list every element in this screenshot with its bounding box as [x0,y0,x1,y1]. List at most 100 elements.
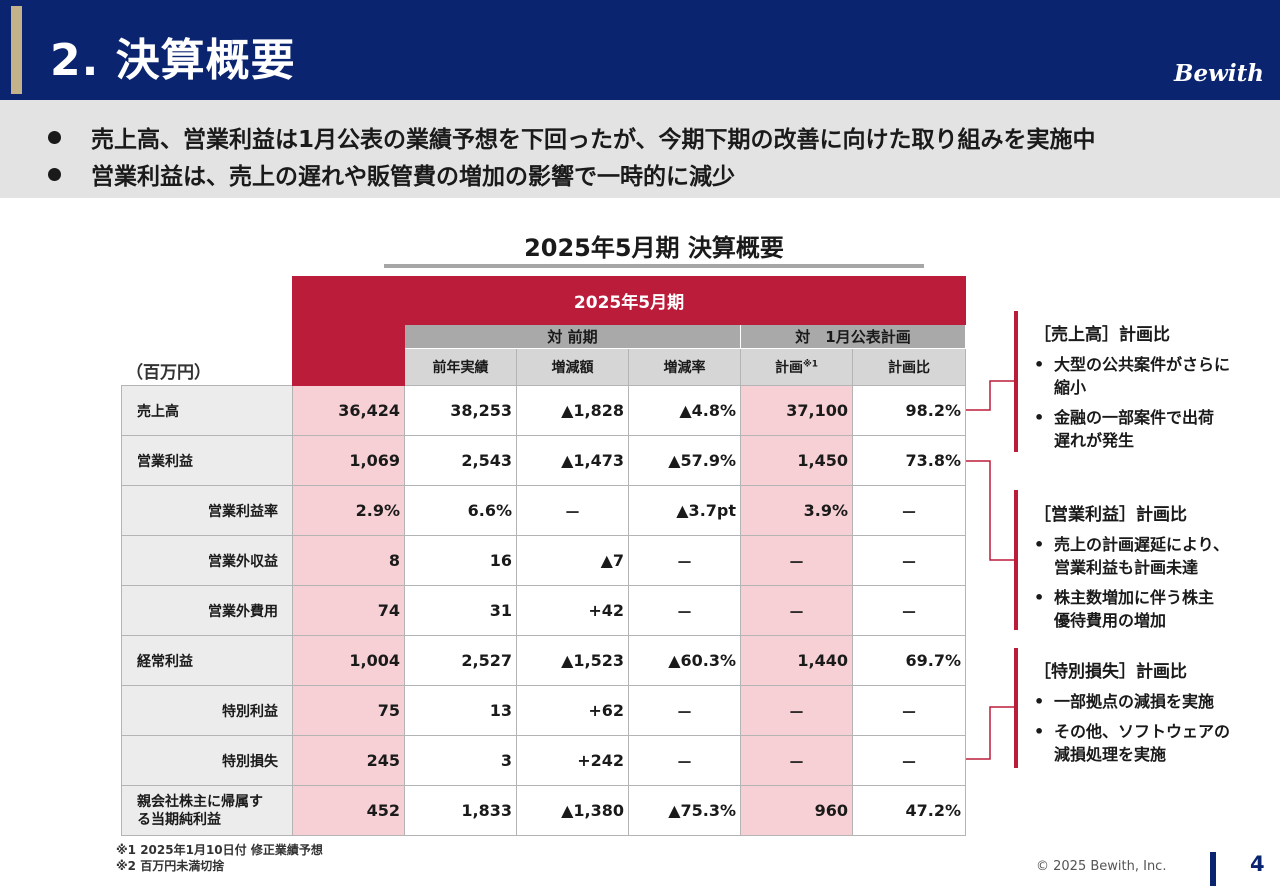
note-bullet: 一部拠点の減損を実施 [1034,690,1230,713]
page-title: 2. 決算概要 [50,35,296,86]
title-underline [384,264,924,268]
col-header-ratio: 計画比 [852,348,966,386]
group-header-plan: 対 1月公表計画 [740,324,966,349]
copyright: © 2025 Bewith, Inc. [1036,859,1167,874]
cell-actual: 1,004 [292,635,405,686]
row-label: 売上高 [121,385,293,436]
cell-rate: － [628,585,741,636]
col-header-rate: 増減率 [628,348,741,386]
cell-actual: 2.9% [292,485,405,536]
table-title: 2025年5月期 決算概要 [524,234,784,262]
cell-rate: ▲75.3% [628,785,741,836]
row-label: 営業外収益 [121,535,293,586]
results-table: 2025年5月期 対 前期 対 1月公表計画 前年実績 増減額 増減率 計画※1… [121,276,966,836]
cell-ratio: 69.7% [852,635,966,686]
cell-prev: 3 [404,735,517,786]
table-row: 経常利益 1,004 2,527 ▲1,523 ▲60.3% 1,440 69.… [121,635,966,686]
col-header-diff: 増減額 [516,348,629,386]
note-heading: ［売上高］計画比 [1034,325,1170,345]
blank-cell [122,349,293,386]
col-header-plan: 計画※1 [740,348,853,386]
cell-diff: ▲7 [516,535,629,586]
row-label: 特別利益 [121,685,293,736]
table-row: 営業外費用 74 31 +42 － － － [121,585,966,636]
row-label: 特別損失 [121,735,293,786]
summary-item: 売上高、営業利益は1月公表の業績予想を下回ったが、今期下期の改善に向けた取り組み… [48,120,1096,154]
col-header-prev: 前年実績 [404,348,517,386]
cell-actual: 245 [292,735,405,786]
cell-ratio: － [852,535,966,586]
table-row: 特別利益 75 13 +62 － － － [121,685,966,736]
note-bar-operating [1014,490,1018,630]
cell-actual: 452 [292,785,405,836]
cell-plan: 960 [740,785,853,836]
cell-plan: － [740,535,853,586]
cell-prev: 2,527 [404,635,517,686]
bullet-icon [48,131,61,144]
table-row: 営業利益率 2.9% 6.6% － ▲3.7pt 3.9% － [121,485,966,536]
cell-prev: 2,543 [404,435,517,486]
cell-diff: +42 [516,585,629,636]
note-bullet: 売上の計画遅延により、営業利益も計画未達 [1034,533,1229,579]
cell-actual: 36,424 [292,385,405,436]
company-logo: Bewith [1174,60,1264,87]
note-operating-profit: ［営業利益］計画比 売上の計画遅延により、営業利益も計画未達 株主数増加に伴う株… [1034,500,1229,632]
cell-ratio: － [852,485,966,536]
group-header-prev: 対 前期 [404,324,741,349]
row-label: 営業利益率 [121,485,293,536]
page-number: 4 [1250,852,1265,876]
cell-diff: ▲1,380 [516,785,629,836]
cell-prev: 38,253 [404,385,517,436]
cell-rate: － [628,535,741,586]
cell-prev: 1,833 [404,785,517,836]
cell-actual: 1,069 [292,435,405,486]
footnote: ※1 2025年1月10日付 修正業績予想 [116,843,323,857]
cell-plan: 37,100 [740,385,853,436]
cell-ratio: 98.2% [852,385,966,436]
header-bar: 2. 決算概要 Bewith [0,0,1280,100]
row-label: 営業利益 [121,435,293,486]
cell-plan: － [740,585,853,636]
cell-diff: +62 [516,685,629,736]
cell-rate: － [628,685,741,736]
cell-ratio: － [852,735,966,786]
cell-prev: 31 [404,585,517,636]
cell-plan: 3.9% [740,485,853,536]
table-row: 営業外収益 8 16 ▲7 － － － [121,535,966,586]
bullet-icon [48,168,61,181]
connector-special-loss [966,706,1016,760]
cell-actual: 74 [292,585,405,636]
actual-header-cell [292,324,405,386]
table-row: 親会社株主に帰属す る当期純利益 452 1,833 ▲1,380 ▲75.3% … [121,785,966,836]
cell-plan: － [740,685,853,736]
row-label: 営業外費用 [121,585,293,636]
footnote: ※2 百万円未満切捨 [116,859,225,873]
cell-rate: ▲3.7pt [628,485,741,536]
note-bar-special-loss [1014,648,1018,768]
period-header: 2025年5月期 [292,276,966,325]
connector-sales [966,380,1016,411]
cell-diff: ▲1,523 [516,635,629,686]
cell-ratio: 47.2% [852,785,966,836]
note-heading: ［営業利益］計画比 [1034,505,1187,525]
connector-operating [966,460,1016,561]
row-label: 経常利益 [121,635,293,686]
note-bar-sales [1014,311,1018,452]
header-accent-bar [11,6,22,94]
cell-prev: 6.6% [404,485,517,536]
cell-diff: ▲1,828 [516,385,629,436]
note-heading: ［特別損失］計画比 [1034,662,1187,682]
cell-diff: ▲1,473 [516,435,629,486]
unit-label: （百万円） [126,363,211,383]
summary-item: 営業利益は、売上の遅れや販管費の増加の影響で一時的に減少 [48,157,735,191]
cell-ratio: － [852,585,966,636]
cell-rate: ▲4.8% [628,385,741,436]
cell-plan: － [740,735,853,786]
cell-rate: ▲60.3% [628,635,741,686]
